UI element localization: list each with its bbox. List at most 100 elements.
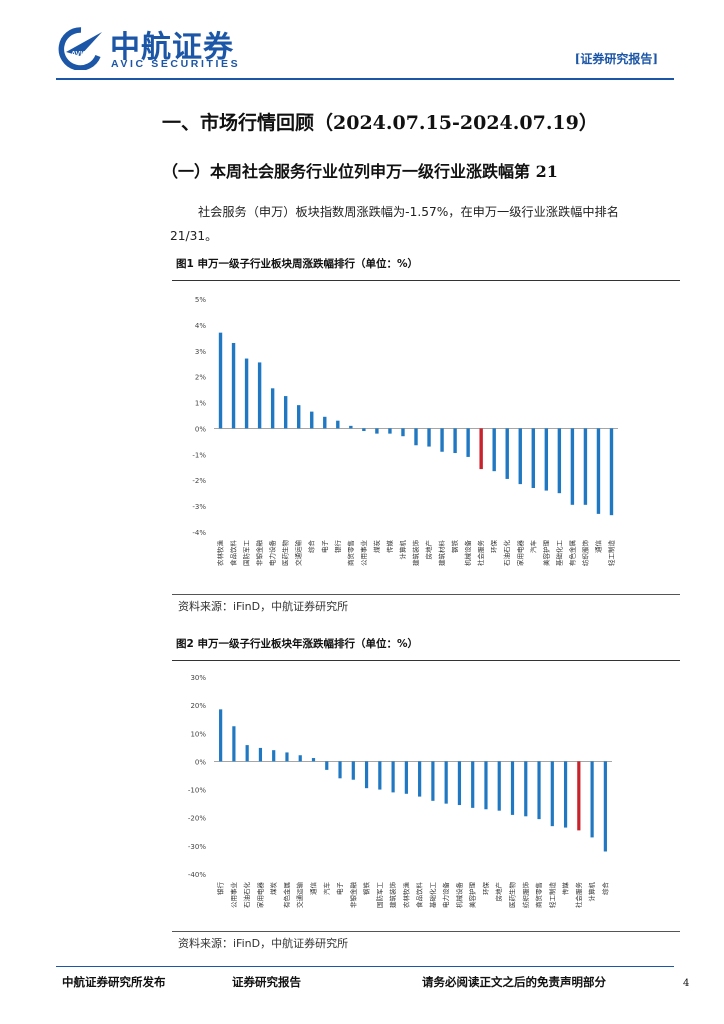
brand-name-cn: 中航证券 xyxy=(110,30,234,65)
y-tick-label: -30% xyxy=(188,843,206,851)
section-subtitle: （一）本周社会服务行业位列申万一级行业涨跌幅第 21 xyxy=(162,162,558,181)
bar-食品饮料 xyxy=(418,761,422,797)
category-label: 公用事业 xyxy=(359,540,368,567)
category-label: 非银金融 xyxy=(255,540,264,567)
bar-美容护理 xyxy=(471,761,475,808)
category-label: 通信 xyxy=(593,540,602,554)
bar-交通运输 xyxy=(297,405,301,429)
y-tick-label: -3% xyxy=(192,503,206,511)
category-label: 商贸零售 xyxy=(346,540,355,566)
bar-有色金属 xyxy=(285,752,289,762)
category-label: 汽车 xyxy=(528,540,537,554)
bar-建筑装饰 xyxy=(391,761,395,793)
category-label: 环保 xyxy=(489,540,498,554)
category-label: 商贸零售 xyxy=(534,882,543,908)
figure1-title: 图1 申万一级子行业板块周涨跌幅排行（单位：%） xyxy=(176,258,418,270)
paragraph-line-1: 社会服务（申万）板块指数周涨跌幅为-1.57%，在申万一级行业涨跌幅中排名 xyxy=(198,205,619,219)
bar-计算机 xyxy=(590,761,594,838)
bar-社会服务 xyxy=(479,428,483,470)
y-tick-label: 1% xyxy=(195,400,206,408)
category-label: 汽车 xyxy=(322,882,331,896)
bar-综合 xyxy=(310,411,314,429)
category-label: 纺织服饰 xyxy=(580,540,589,567)
category-label: 煤炭 xyxy=(372,540,381,554)
bar-国防军工 xyxy=(244,358,249,429)
y-tick-label: 5% xyxy=(195,296,206,304)
bar-商贸零售 xyxy=(537,761,541,820)
category-label: 钢铁 xyxy=(362,882,371,896)
category-label: 传媒 xyxy=(385,540,394,554)
avic-logo-icon: AVIC xyxy=(58,27,102,70)
bar-国防军工 xyxy=(378,761,382,790)
bar-石油石化 xyxy=(505,428,509,479)
bar-银行 xyxy=(219,709,223,762)
category-label: 建筑装饰 xyxy=(388,882,397,909)
figure2-title: 图2 申万一级子行业板块年涨跌幅排行（单位：%） xyxy=(176,638,418,650)
category-label: 石油石化 xyxy=(242,882,251,909)
category-label: 国防军工 xyxy=(242,540,251,567)
category-label: 家用电器 xyxy=(255,882,264,909)
category-label: 食品饮料 xyxy=(415,882,424,909)
bar-通信 xyxy=(311,758,316,762)
category-label: 机械设备 xyxy=(454,882,463,909)
bar-环保 xyxy=(484,761,488,810)
bar-有色金属 xyxy=(570,428,575,505)
bar-家用电器 xyxy=(518,428,522,485)
y-tick-label: 0% xyxy=(195,425,206,433)
category-label: 农林牧渔 xyxy=(401,882,410,909)
figure2-top-rule xyxy=(172,660,680,662)
bar-社会服务 xyxy=(577,761,581,831)
yearly-change-chart: 30% 20% 10% 0% -10% -20% -30% -40% 银行 公用事业 石油石化 家用电… xyxy=(188,674,612,909)
bar-房地产 xyxy=(427,428,431,447)
bar-电子 xyxy=(338,761,342,779)
category-label: 通信 xyxy=(309,882,318,896)
category-label: 银行 xyxy=(333,540,342,554)
category-label: 家用电器 xyxy=(515,540,524,567)
brand-name-en: AVIC SECURITIES xyxy=(111,58,241,70)
bar-计算机 xyxy=(401,428,405,437)
bar-电子 xyxy=(323,416,327,429)
y-tick-label: -2% xyxy=(192,477,206,485)
summary-paragraph: 社会服务（申万）板块指数周涨跌幅为-1.57%，在申万一级行业涨跌幅中排名 21… xyxy=(170,200,690,248)
bar-传媒 xyxy=(563,761,568,828)
category-label: 计算机 xyxy=(587,882,596,902)
category-label: 农林牧渔 xyxy=(216,540,225,567)
category-label: 轻工制造 xyxy=(547,882,556,909)
bar-电力设备 xyxy=(270,388,275,429)
category-label: 银行 xyxy=(216,882,225,896)
figure2-bottom-rule xyxy=(172,931,680,932)
category-label: 有色金属 xyxy=(567,540,576,566)
bar-综合 xyxy=(603,761,607,852)
category-label: 计算机 xyxy=(398,540,407,560)
y-tick-label: 20% xyxy=(190,702,206,710)
bar-汽车 xyxy=(325,761,329,770)
bar-环保 xyxy=(492,428,496,472)
bar-银行 xyxy=(336,420,340,429)
category-label: 电子 xyxy=(320,540,329,554)
figure2-source: 资料来源：iFinD，中航证券研究所 xyxy=(178,937,349,950)
category-label: 医药生物 xyxy=(281,540,290,567)
category-label: 石油石化 xyxy=(502,540,511,567)
category-label: 传媒 xyxy=(561,882,570,896)
bar-非银金融 xyxy=(351,761,355,780)
section-title: 一、市场行情回顾（2024.07.15-2024.07.19） xyxy=(162,112,598,134)
figure1-bottom-rule xyxy=(172,594,680,595)
y-tick-label: -1% xyxy=(192,451,206,459)
footer-report-type: 证券研究报告 xyxy=(232,975,301,989)
bar-汽车 xyxy=(531,428,535,488)
bar-石油石化 xyxy=(245,745,249,762)
bar-公用事业 xyxy=(362,428,366,432)
y-tick-label: 2% xyxy=(195,374,206,382)
category-label: 基础化工 xyxy=(428,882,437,909)
bar-建筑材料 xyxy=(440,428,444,452)
category-label: 医药生物 xyxy=(508,882,517,909)
category-label: 综合 xyxy=(600,882,609,896)
bar-机械设备 xyxy=(466,428,470,457)
bar-轻工制造 xyxy=(609,428,614,516)
bar-轻工制造 xyxy=(550,761,554,827)
y-tick-label: 3% xyxy=(195,348,206,356)
bar-纺织服饰 xyxy=(524,761,528,817)
category-label: 电力设备 xyxy=(268,540,277,567)
page-number: 4 xyxy=(683,978,690,989)
bar-医药生物 xyxy=(510,761,515,815)
